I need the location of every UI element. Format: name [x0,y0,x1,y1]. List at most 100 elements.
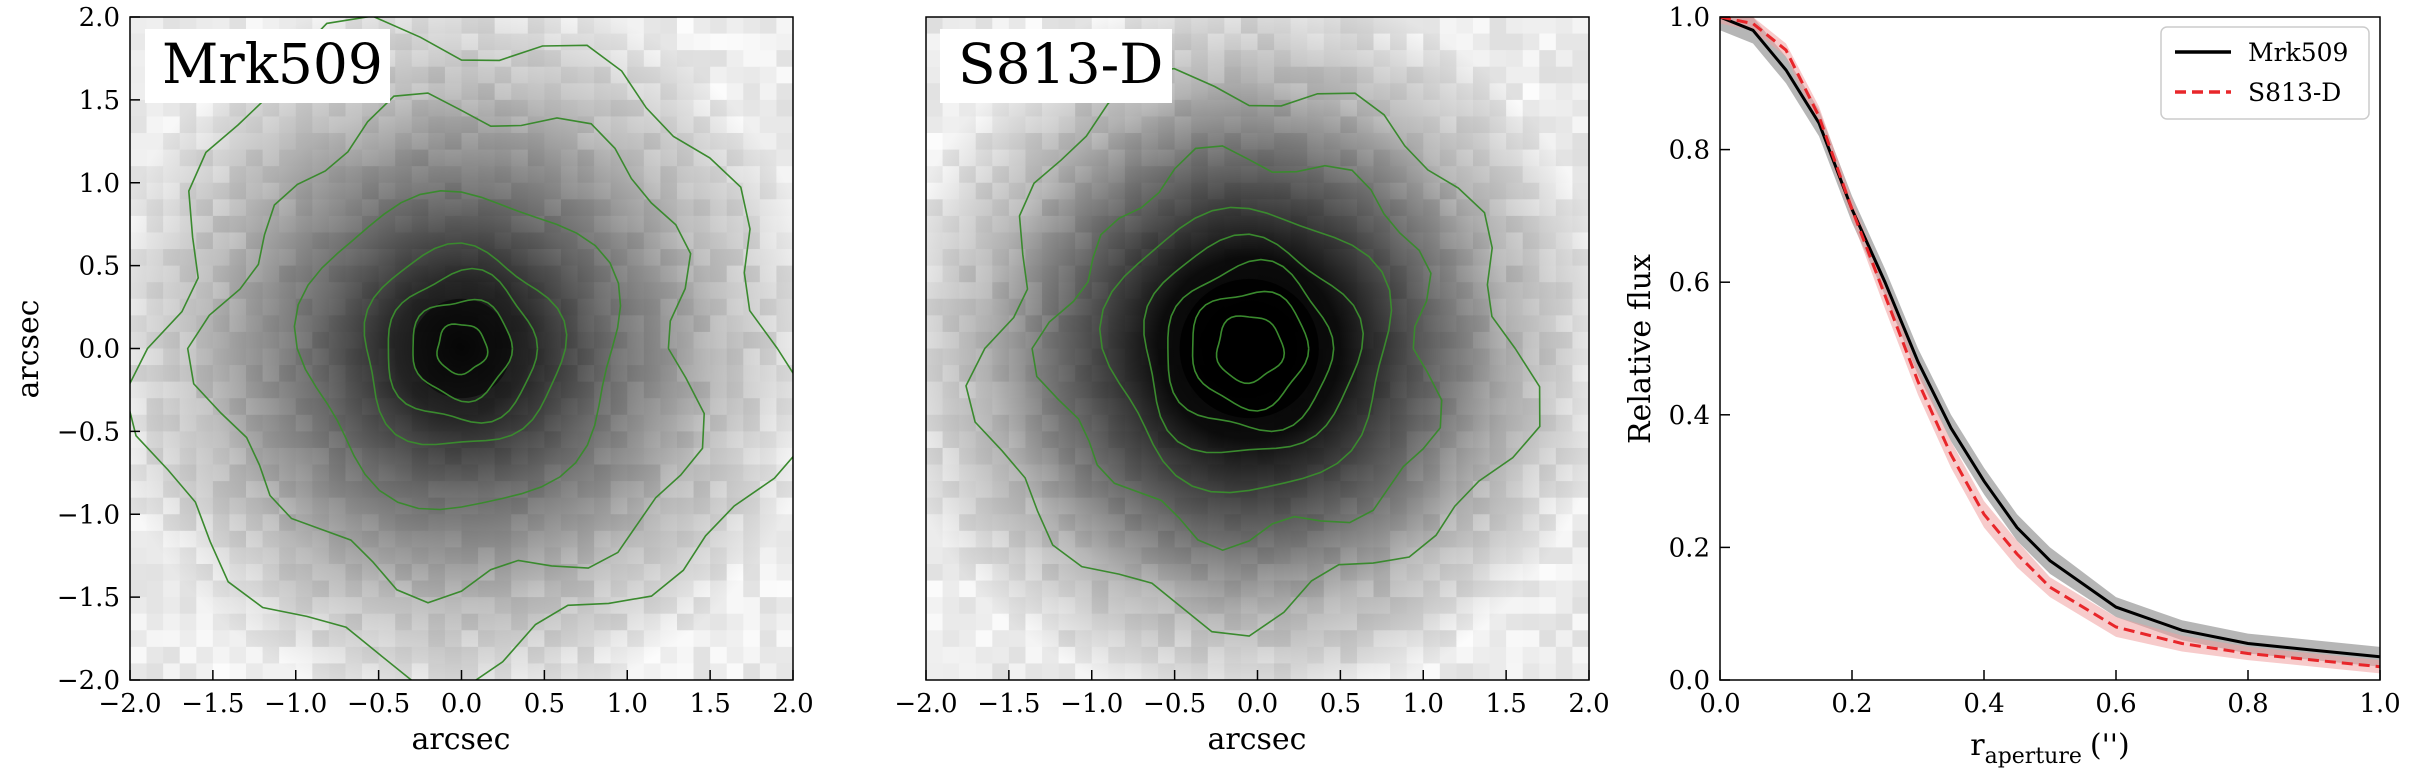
image-pixel [179,646,197,665]
image-pixel [163,597,181,615]
image-pixel [1539,613,1557,631]
image-pixel [1555,597,1574,615]
image-pixel [1539,663,1557,680]
image-pixel [743,66,761,84]
image-pixel [1456,17,1474,35]
image-pixel [130,133,148,151]
image-pixel [743,597,761,615]
image-pixel [1555,83,1574,101]
image-pixel [643,17,661,35]
contour-level-6 [186,92,706,604]
image-pixel [130,580,148,598]
image-pixel [1555,50,1574,68]
curve-x-axis-label: raperture ('') [1970,728,2130,769]
image-pixel [759,50,778,68]
image-pixel [1572,33,1589,51]
y-tick-label: 0.0 [79,335,120,365]
image-pixel [975,663,993,680]
y-tick-label: −2.0 [57,666,120,696]
image-pixel [975,613,993,631]
band-mrk509 [1720,17,2380,667]
image-pixel [130,50,148,68]
x-tick-label: 1.0 [2359,689,2400,719]
image-pixel [710,17,728,35]
image-pixel [726,83,744,101]
y-tick-label: 0.4 [1669,401,1710,431]
image-pixel [212,663,231,680]
x-tick-label: −0.5 [1143,689,1206,719]
image-pixel [776,17,793,35]
curve-y-ticks: 0.0 0.2 0.4 0.6 0.8 1.0 [1669,3,1730,696]
image-pixel [1572,646,1589,665]
image-pixel [1572,83,1589,101]
image-pixel [1423,17,1441,35]
image-pixel [146,563,164,582]
image-pixel [1522,580,1540,598]
contour-level-3 [387,267,539,424]
image-pixel [1472,50,1491,68]
source-core [411,298,512,399]
image-pixel [1539,597,1557,615]
image-pixel [163,630,181,648]
image-pixel [726,66,744,84]
image-pixel [1539,99,1557,118]
image-pixel [130,646,148,665]
image-pixel [776,547,793,565]
image-pixel [179,663,197,680]
y-tick-label: −0.5 [57,417,120,447]
x-tick-label: 1.0 [1403,689,1444,719]
image-pixel [743,50,761,68]
contour-level-4 [363,242,568,446]
x-tick-label: −1.0 [1060,689,1123,719]
image-pixel [759,83,778,101]
image-pixel [163,99,181,118]
contour-level-7 [965,67,1541,637]
image-pixel [776,630,793,648]
image-pixel [1555,547,1574,565]
image-pixel [1472,646,1491,665]
x-tick-label: 1.0 [607,689,648,719]
image-pixel [229,663,247,680]
image-pixel [1572,663,1589,680]
x-tick-label: −1.0 [264,689,327,719]
image-pixel [1489,663,1507,680]
image-pixel [1572,133,1589,151]
image-pixel [710,33,728,51]
image-pixel [262,663,280,680]
x-tick-label: 1.5 [1485,689,1526,719]
image-pixel [1555,646,1574,665]
contour-lines [130,17,793,680]
image-pixel [1555,563,1574,582]
image-pixel [726,597,744,615]
image-pixel [1555,17,1574,35]
contour-level-5 [293,189,622,511]
image-pixel [992,646,1010,665]
image-pixel [1539,116,1557,134]
image-pixel [759,630,778,648]
image-pixel [1008,663,1027,680]
image-pixel [959,663,977,680]
image-pixel [743,663,761,680]
image-pixel [1489,630,1507,648]
image-pixel [660,663,678,680]
image-pixel [743,83,761,101]
series-lines [1720,17,2380,669]
image-pixel [212,630,231,648]
image-pixel [759,66,778,84]
image-pixel [926,547,944,565]
image-pixel [1522,613,1540,631]
y-tick-label: 1.0 [79,169,120,199]
image-pixel [726,17,744,35]
image-pixel [1472,630,1491,648]
image-pixel [1572,597,1589,615]
image-pixel [926,613,944,631]
legend-label-s813d: S813-D [2248,78,2341,107]
image-pixel [1489,17,1507,35]
image-pixel [759,116,778,134]
image-pixel [759,17,778,35]
image-pixel [1506,17,1524,35]
image-pixel [1423,663,1441,680]
image-pixel [1572,547,1589,565]
image-pixel [992,663,1010,680]
